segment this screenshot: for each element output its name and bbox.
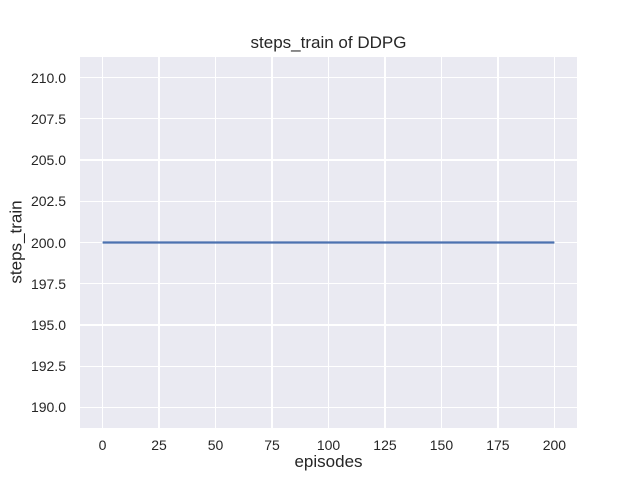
x-tick-label: 175 xyxy=(486,437,510,453)
x-tick-label: 75 xyxy=(264,437,280,453)
y-tick-label: 202.5 xyxy=(30,193,66,210)
y-tick-label: 207.5 xyxy=(30,110,66,127)
chart-title: steps_train of DDPG xyxy=(250,33,407,52)
x-tick-label: 150 xyxy=(429,437,454,453)
y-gridline xyxy=(80,283,577,285)
y-tick-label: 195.0 xyxy=(30,316,66,333)
x-tick-label: 100 xyxy=(316,437,341,453)
y-gridline xyxy=(80,365,577,367)
y-gridline xyxy=(80,406,577,409)
y-gridline xyxy=(80,324,577,326)
y-tick-label: 200.0 xyxy=(30,234,66,251)
y-tick-label: 210.0 xyxy=(30,69,66,86)
y-tick-label: 205.0 xyxy=(30,152,66,169)
y-gridline xyxy=(80,200,577,202)
y-tick-label: 190.0 xyxy=(30,399,66,416)
y-tick-label: 197.5 xyxy=(30,275,66,292)
x-tick-label: 0 xyxy=(98,437,107,453)
y-tick-label: 192.5 xyxy=(30,358,66,375)
x-tick-label: 50 xyxy=(207,437,224,453)
plot-area xyxy=(80,57,577,428)
x-tick-label: 125 xyxy=(373,437,397,453)
series-layer xyxy=(102,241,555,244)
y-gridline xyxy=(80,118,577,120)
y-gridline xyxy=(80,159,577,161)
x-tick-label: 25 xyxy=(151,437,167,453)
y-gridline xyxy=(80,76,577,79)
x-axis-label: episodes xyxy=(294,452,363,471)
x-tick-label: 200 xyxy=(542,437,567,453)
